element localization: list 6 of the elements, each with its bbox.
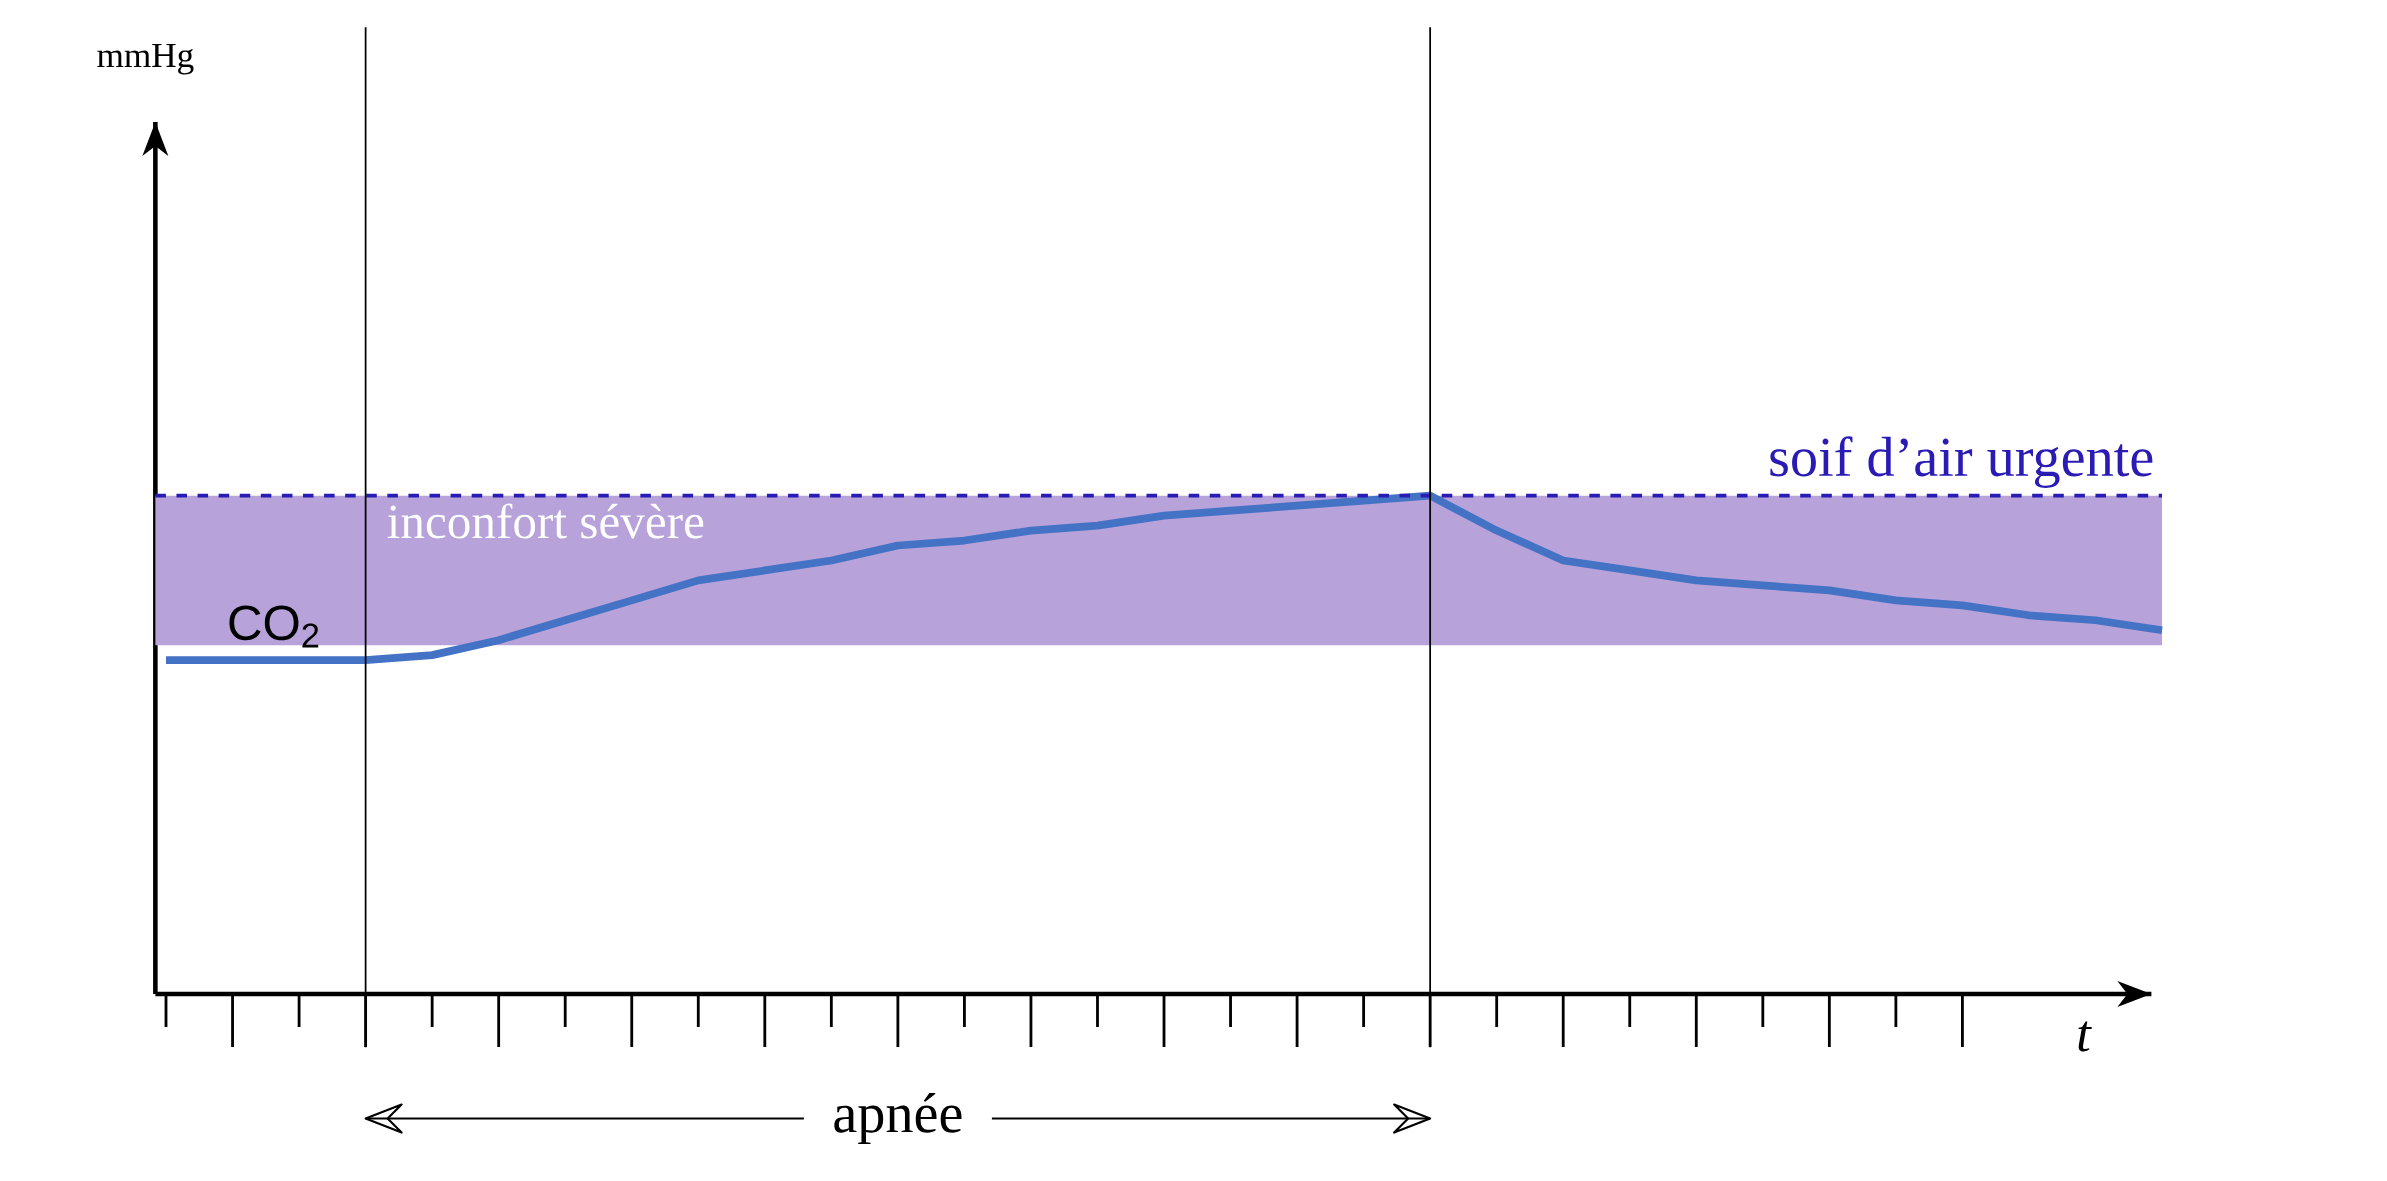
x-axis-title: t [2078, 1021, 2092, 1052]
text: mmHg [97, 43, 194, 75]
text: apnée [834, 1093, 962, 1145]
band-label: inconfort sévère [387, 503, 704, 539]
ref-line-label: soif d’air urgente [1770, 436, 2153, 488]
series-label: CO$_{2}$ [229, 605, 319, 648]
